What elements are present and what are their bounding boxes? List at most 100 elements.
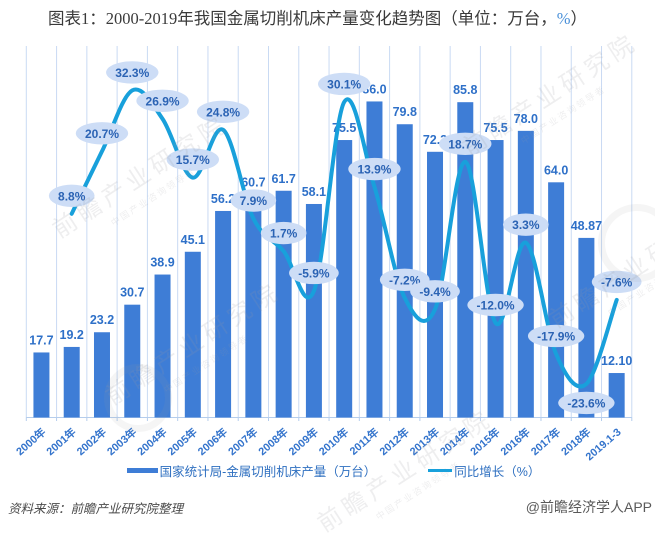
bar-value-label: 58.1 bbox=[302, 185, 326, 199]
bar-value-label: 61.7 bbox=[271, 172, 295, 186]
bar-value-label: 75.5 bbox=[483, 121, 507, 135]
growth-bubble bbox=[439, 132, 492, 156]
bar-2003年 bbox=[124, 304, 141, 418]
bar-2011年 bbox=[366, 101, 383, 418]
x-axis-label-2000年: 2000年 bbox=[13, 425, 49, 459]
x-axis-label-2017年: 2017年 bbox=[528, 425, 564, 459]
x-axis-label-2008年: 2008年 bbox=[255, 425, 291, 459]
chart-title-text: 图表1：2000-2019年我国金属切削机床产量变化趋势图（单位：万台， bbox=[48, 9, 557, 28]
x-axis-label-2010年: 2010年 bbox=[316, 425, 352, 459]
growth-bubble-label: 1.7% bbox=[270, 227, 298, 241]
growth-bubble bbox=[318, 72, 371, 96]
chart-legend: 国家统计局-金属切削机床产量（万台） 同比增长（%） bbox=[6, 461, 655, 480]
growth-bubble-label: -7.2% bbox=[389, 273, 421, 287]
chart-plot-area: 17.7 19.2 23.2 30.7 38.9 45.1 56.2 60.7 61.7 58.1… bbox=[13, 46, 642, 463]
bar-value-label: 60.7 bbox=[241, 175, 265, 189]
growth-bubble bbox=[106, 61, 159, 84]
bar-value-label: 79.8 bbox=[393, 105, 417, 119]
bar-2016年 bbox=[517, 130, 534, 418]
bar-2001年 bbox=[63, 346, 80, 418]
growth-bubble-label: 7.9% bbox=[240, 194, 268, 208]
growth-bubble-label: 26.9% bbox=[146, 94, 180, 108]
growth-bubble-label: 15.7% bbox=[176, 153, 210, 167]
growth-bubble bbox=[166, 148, 219, 171]
bar-value-label: 12.10 bbox=[601, 354, 632, 368]
growth-bubble-label: 24.8% bbox=[206, 105, 240, 119]
chart-figure: 图表1：2000-2019年我国金属切削机床产量变化趋势图（单位：万台，%） 1… bbox=[0, 9, 655, 538]
growth-bubble bbox=[467, 293, 524, 317]
bar-value-label: 23.2 bbox=[90, 313, 114, 327]
bar-2002年 bbox=[93, 332, 110, 418]
growth-bubble bbox=[196, 100, 250, 124]
bar-2000年 bbox=[33, 352, 50, 418]
growth-bubble-label: 3.3% bbox=[512, 218, 540, 232]
x-axis-label-2009年: 2009年 bbox=[285, 425, 321, 459]
growth-bubble-label: -23.6% bbox=[567, 396, 605, 410]
chart-title-percent: % bbox=[556, 9, 571, 28]
x-axis-label-2004年: 2004年 bbox=[134, 425, 170, 459]
growth-bubble-label: 13.9% bbox=[357, 163, 391, 177]
growth-bubble bbox=[527, 324, 585, 348]
growth-bubble-label: 32.3% bbox=[115, 66, 149, 80]
bar-2019.1-3 bbox=[608, 373, 625, 418]
growth-bubble bbox=[136, 89, 189, 112]
growth-bubble-label: -5.9% bbox=[298, 266, 330, 280]
bar-value-label: 56.2 bbox=[211, 192, 235, 206]
legend-label-production: 国家统计局-金属切削机床产量（万台） bbox=[159, 465, 377, 479]
chart-title-close: ） bbox=[570, 9, 588, 28]
bar-value-label: 85.8 bbox=[453, 83, 477, 97]
growth-bubble-label: -17.9% bbox=[537, 329, 575, 343]
growth-bubble-label: 20.7% bbox=[85, 127, 119, 141]
growth-bubble bbox=[410, 280, 460, 303]
bar-2010年 bbox=[336, 140, 353, 418]
bar-2014年 bbox=[457, 102, 474, 418]
growth-bubble-label: -9.4% bbox=[419, 285, 451, 299]
bar-value-label: 17.7 bbox=[29, 333, 53, 347]
bar-2007年 bbox=[245, 194, 262, 418]
bar-value-label: 45.1 bbox=[181, 233, 205, 247]
x-axis-label-2006年: 2006年 bbox=[195, 425, 231, 459]
x-axis-label-2002年: 2002年 bbox=[73, 425, 109, 459]
x-axis-label-2011年: 2011年 bbox=[346, 425, 381, 458]
bar-value-label: 30.7 bbox=[120, 286, 144, 300]
bar-value-label: 64.0 bbox=[544, 163, 568, 177]
growth-bubble bbox=[348, 157, 401, 181]
legend-label-growth: 同比增长（%） bbox=[454, 465, 541, 479]
growth-bubble bbox=[75, 122, 129, 145]
growth-bubble-label: -7.6% bbox=[601, 275, 633, 289]
growth-bubble bbox=[502, 213, 549, 236]
bar-value-label: 48.87 bbox=[571, 219, 602, 233]
chart-title: 图表1：2000-2019年我国金属切削机床产量变化趋势图（单位：万台，%） bbox=[0, 9, 635, 28]
growth-bubble-label: 30.1% bbox=[327, 77, 361, 91]
brand-watermark: @前瞻经济学人APP bbox=[525, 499, 652, 515]
bar-series-swatch bbox=[126, 468, 158, 473]
growth-bubble bbox=[591, 270, 642, 294]
bar-2018年 bbox=[578, 237, 595, 418]
growth-bubble-label: -12.0% bbox=[477, 299, 515, 313]
x-axis-label-2015年: 2015年 bbox=[467, 425, 503, 459]
bar-2015年 bbox=[487, 140, 504, 418]
growth-bubble-label: 18.7% bbox=[448, 137, 482, 151]
growth-bubble-label: 8.8% bbox=[58, 189, 86, 203]
x-axis-label-2013年: 2013年 bbox=[407, 425, 443, 459]
growth-bubble bbox=[230, 189, 277, 212]
x-axis-label-2016年: 2016年 bbox=[497, 425, 533, 459]
bar-2009年 bbox=[305, 203, 322, 418]
bar-2005年 bbox=[184, 251, 201, 418]
legend-item-growth: 同比增长（%） bbox=[428, 461, 540, 480]
x-axis-label-2007年: 2007年 bbox=[225, 425, 261, 459]
x-axis-label-2012年: 2012年 bbox=[376, 425, 412, 459]
x-axis-label-2005年: 2005年 bbox=[164, 425, 200, 459]
growth-line bbox=[69, 87, 619, 389]
bar-value-label: 78.0 bbox=[514, 112, 538, 126]
legend-item-production: 国家统计局-金属切削机床产量（万台） bbox=[126, 461, 377, 480]
x-axis-label-2001年: 2001年 bbox=[43, 425, 79, 459]
growth-bubble bbox=[260, 221, 307, 245]
source-note: 资料来源：前瞻产业研究院整理 bbox=[8, 502, 184, 516]
growth-bubble bbox=[289, 261, 339, 285]
bar-value-label: 19.2 bbox=[60, 328, 84, 342]
growth-bubble bbox=[558, 391, 615, 415]
growth-bubble bbox=[48, 184, 95, 207]
line-series-swatch bbox=[428, 469, 453, 472]
x-axis-label-2003年: 2003年 bbox=[104, 425, 140, 459]
